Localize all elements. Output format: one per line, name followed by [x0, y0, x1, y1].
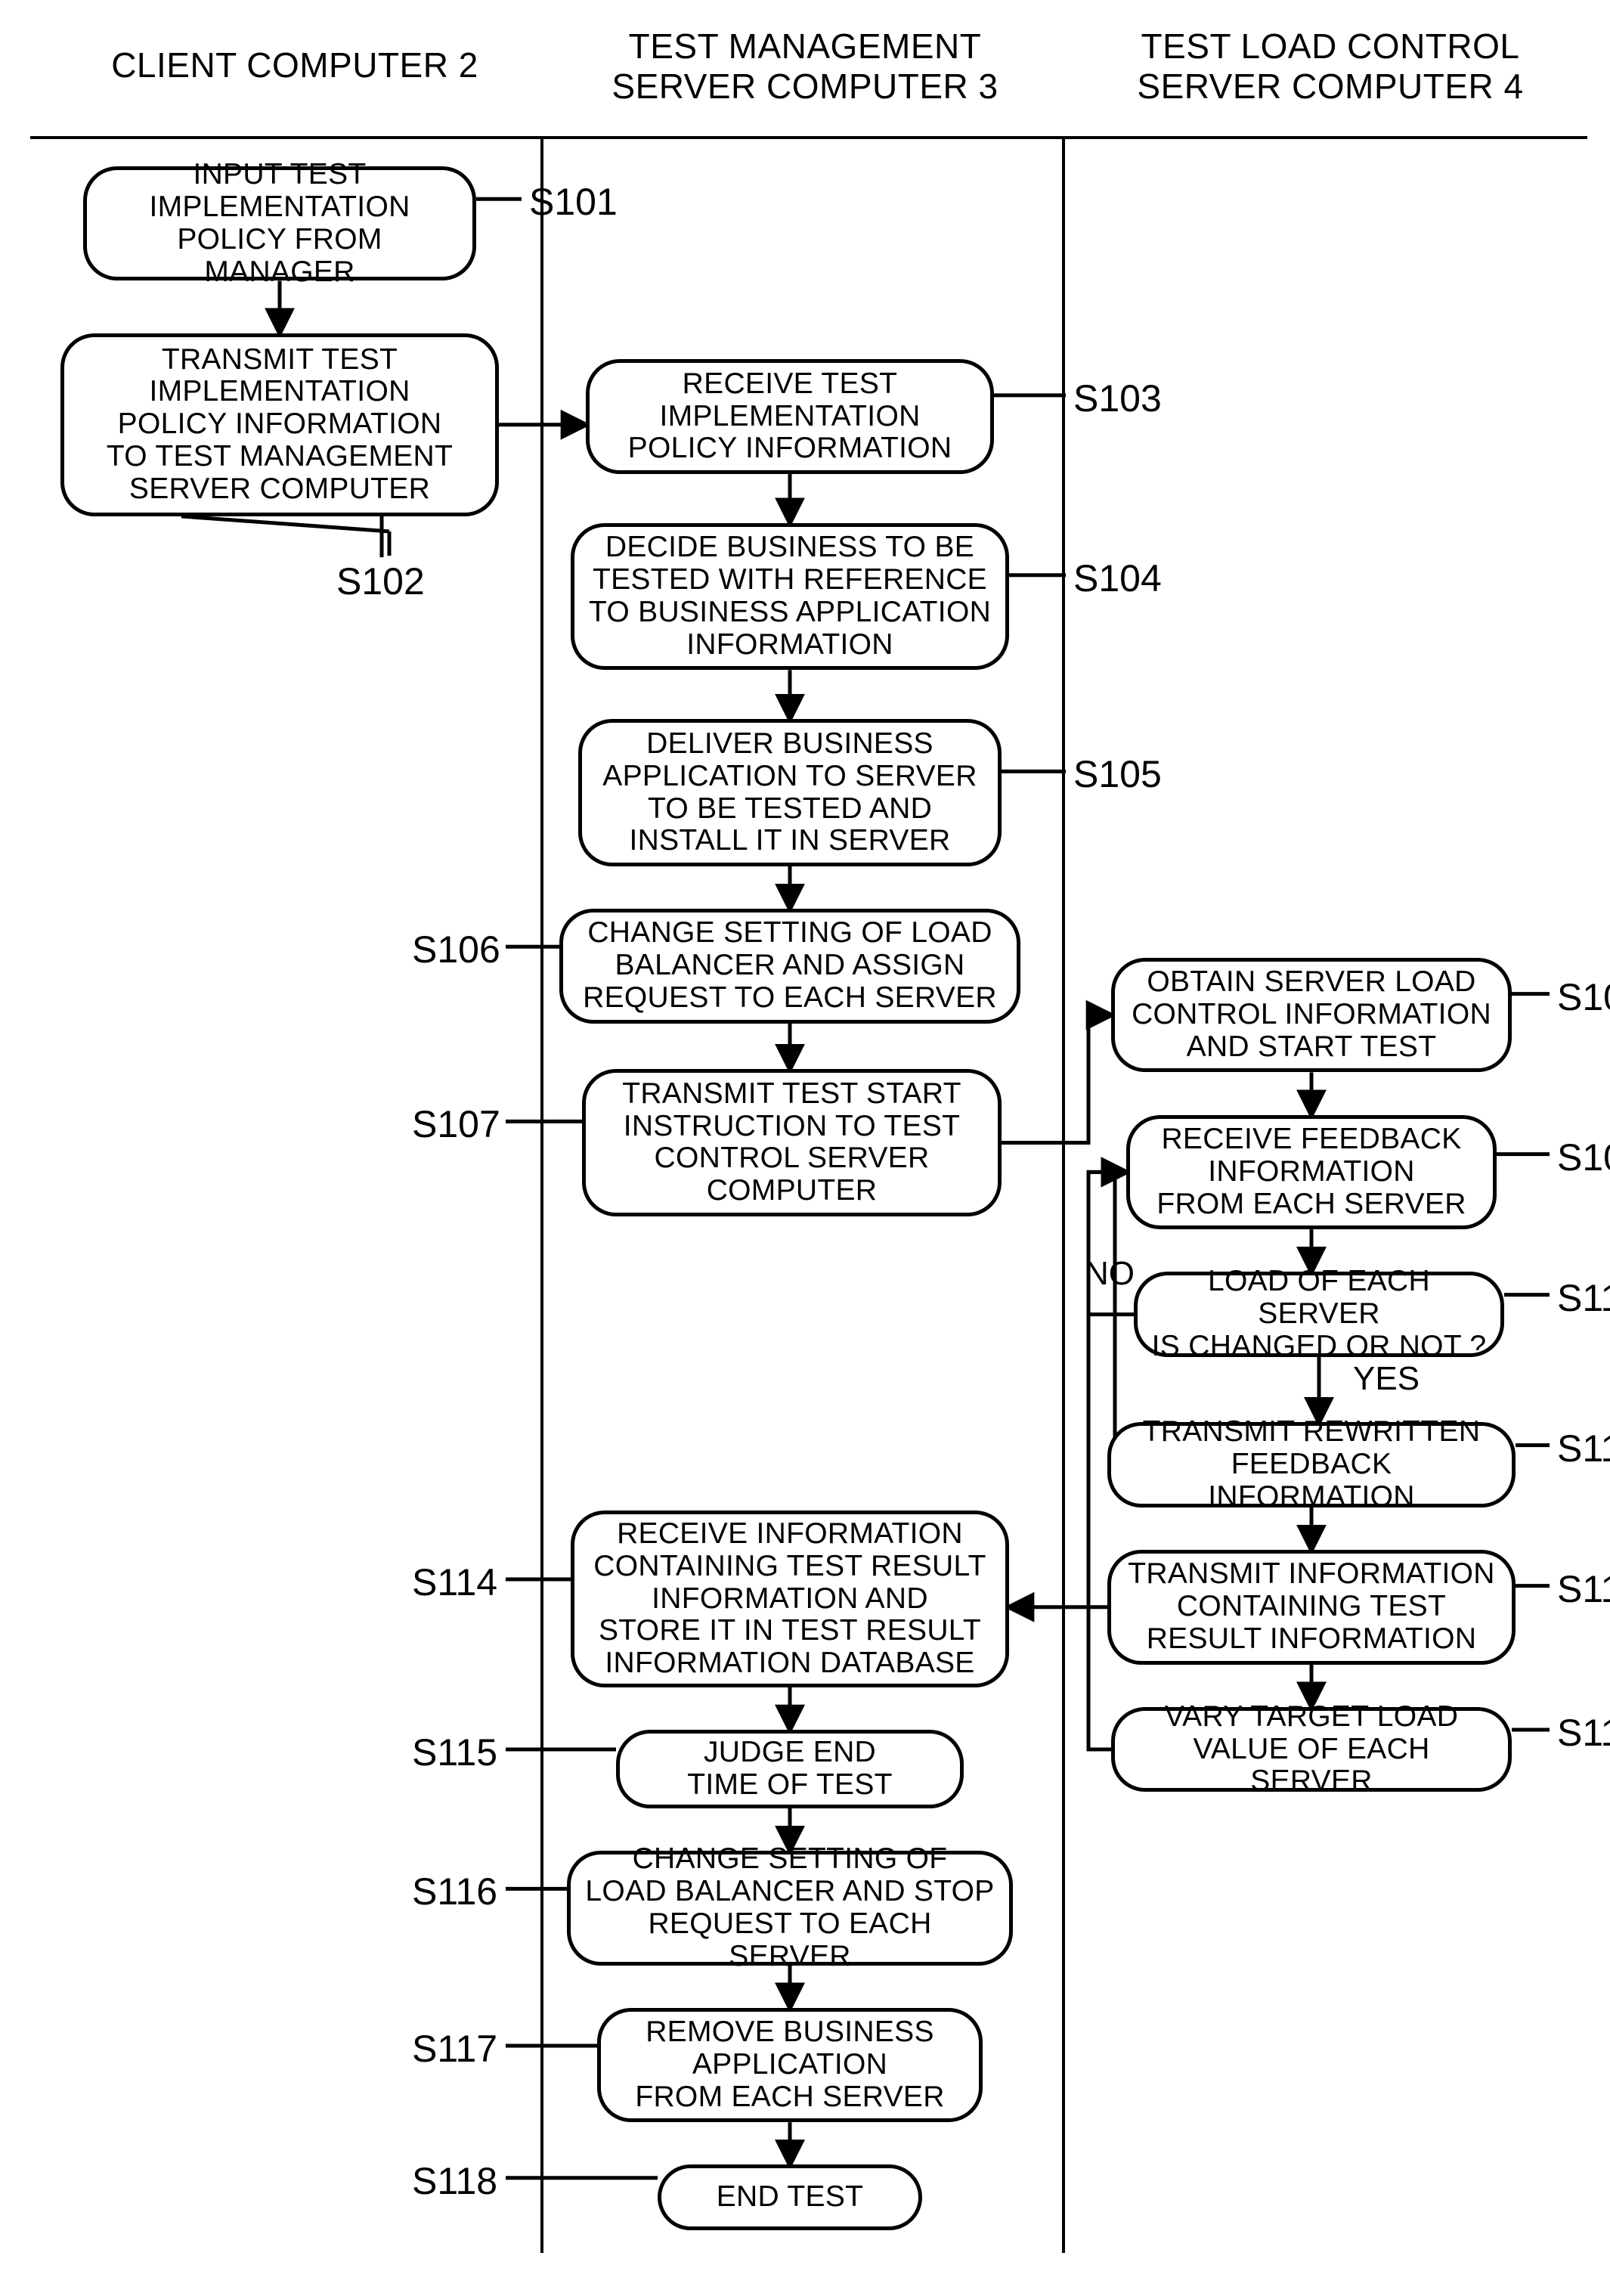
step-label-s113: S113 [1557, 1711, 1610, 1755]
node-s113: VARY TARGET LOADVALUE OF EACH SERVER [1111, 1707, 1512, 1792]
node-s110: LOAD OF EACH SERVERIS CHANGED OR NOT ? [1134, 1272, 1504, 1356]
step-label-s104: S104 [1073, 556, 1162, 600]
node-s115: JUDGE ENDTIME OF TEST [616, 1730, 964, 1808]
node-s106: CHANGE SETTING OF LOADBALANCER AND ASSIG… [559, 909, 1020, 1023]
step-label-s105: S105 [1073, 752, 1162, 796]
step-label-s118: S118 [412, 2159, 497, 2203]
node-s108: OBTAIN SERVER LOADCONTROL INFORMATIONAND… [1111, 958, 1512, 1072]
node-s109: RECEIVE FEEDBACKINFORMATIONFROM EACH SER… [1126, 1115, 1497, 1229]
step-label-s103: S103 [1073, 376, 1162, 420]
node-s117: REMOVE BUSINESSAPPLICATIONFROM EACH SERV… [597, 2008, 983, 2122]
node-s114: RECEIVE INFORMATIONCONTAINING TEST RESUL… [571, 1511, 1009, 1687]
node-s107: TRANSMIT TEST STARTINSTRUCTION TO TESTCO… [582, 1069, 1002, 1216]
lane-divider-1 [540, 136, 543, 2253]
lane-header-client: CLIENT COMPUTER 2 [45, 45, 544, 85]
step-label-s107: S107 [412, 1102, 500, 1146]
step-label-s109: S109 [1557, 1136, 1610, 1179]
step-label-s110: S110 [1557, 1276, 1610, 1320]
node-s101: INPUT TESTIMPLEMENTATIONPOLICY FROM MANA… [83, 166, 476, 280]
lane-header-mgmt: TEST MANAGEMENTSERVER COMPUTER 3 [544, 26, 1066, 107]
step-label-s108: S108 [1557, 975, 1610, 1019]
step-label-s111: S111 [1557, 1427, 1610, 1470]
step-label-s115: S115 [412, 1731, 497, 1774]
edge-label-yes: YES [1353, 1360, 1420, 1398]
node-s105: DELIVER BUSINESSAPPLICATION TO SERVERTO … [578, 719, 1002, 866]
node-s112: TRANSMIT INFORMATIONCONTAINING TESTRESUL… [1107, 1550, 1516, 1664]
edge-label-no: NO [1085, 1255, 1135, 1293]
step-label-s116: S116 [412, 1870, 497, 1913]
step-label-s112: S112 [1557, 1567, 1610, 1611]
step-label-s114: S114 [412, 1560, 497, 1604]
node-s111: TRANSMIT REWRITTENFEEDBACK INFORMATION [1107, 1422, 1516, 1507]
node-s103: RECEIVE TESTIMPLEMENTATIONPOLICY INFORMA… [586, 359, 994, 473]
step-label-s106: S106 [412, 928, 500, 971]
node-s116: CHANGE SETTING OFLOAD BALANCER AND STOPR… [567, 1851, 1013, 1965]
header-divider [30, 136, 1587, 139]
step-label-s101: S101 [529, 180, 618, 224]
lane-header-load: TEST LOAD CONTROLSERVER COMPUTER 4 [1066, 26, 1595, 107]
lane-divider-2 [1062, 136, 1065, 2253]
node-s102: TRANSMIT TESTIMPLEMENTATIONPOLICY INFORM… [60, 333, 499, 516]
step-label-s102: S102 [336, 559, 425, 603]
step-label-s117: S117 [412, 2027, 497, 2071]
node-s104: DECIDE BUSINESS TO BETESTED WITH REFEREN… [571, 523, 1009, 671]
node-s118: END TEST [658, 2164, 922, 2230]
